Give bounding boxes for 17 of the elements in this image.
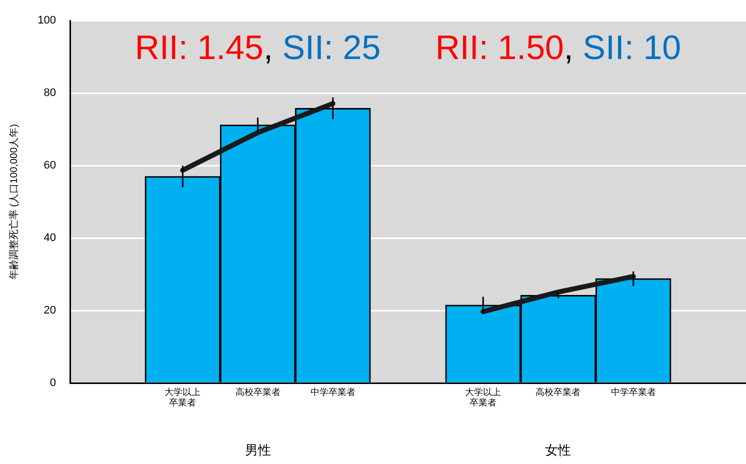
x-tick-label: 中学卒業者 [310, 386, 356, 397]
y-tick-label: 80 [44, 87, 56, 100]
x-tick-label: 中学卒業者 [610, 386, 656, 397]
y-tick-label: 100 [38, 14, 56, 27]
annotation: RII: 1.45, SII: 25 [134, 28, 381, 67]
x-tick-label: 大学以上卒業者 [164, 386, 201, 408]
x-tick-label: 大学以上卒業者 [465, 386, 502, 408]
y-axis-title: 年齢調整死亡率 (人口100,000人年) [8, 124, 20, 280]
annotation: RII: 1.50, SII: 10 [435, 28, 682, 67]
y-tick-label: 20 [44, 304, 56, 317]
text: 女性 [545, 442, 572, 458]
y-tick-label: 0 [50, 377, 56, 390]
x-tick-label: 高校卒業者 [536, 386, 581, 397]
text: 男性 [244, 442, 271, 458]
y-tick-label: 40 [44, 232, 56, 244]
x-tick-label: 高校卒業者 [235, 386, 280, 397]
y-tick-label: 60 [44, 160, 56, 172]
